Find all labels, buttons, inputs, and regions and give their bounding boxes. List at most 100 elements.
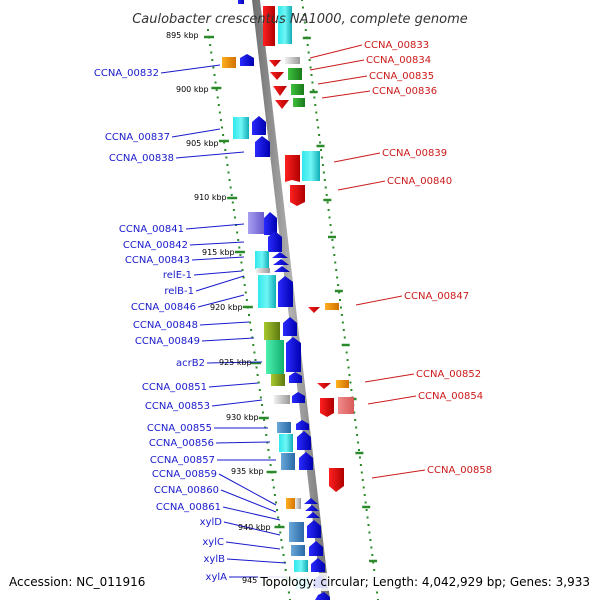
- gene-arrow[interactable]: [285, 155, 300, 182]
- gene-arrow[interactable]: [290, 185, 305, 206]
- gene-label-xylA[interactable]: xylA: [206, 572, 228, 583]
- gene-arrow[interactable]: [299, 452, 313, 470]
- gene-label-xylB[interactable]: xylB: [204, 554, 226, 565]
- gene-arrow[interactable]: [306, 512, 320, 518]
- gene-label-CCNA_00856[interactable]: CCNA_00856: [149, 438, 214, 449]
- gene-block[interactable]: [277, 422, 291, 433]
- gene-block[interactable]: [338, 397, 354, 414]
- gene-label-CCNA_00836[interactable]: CCNA_00836: [372, 86, 437, 97]
- gene-block[interactable]: [278, 6, 292, 44]
- gene-label-CCNA_00858[interactable]: CCNA_00858: [427, 465, 492, 476]
- gene-arrow[interactable]: [283, 317, 297, 336]
- kbp-label: 920 kbp: [210, 303, 243, 312]
- gene-block[interactable]: [255, 251, 269, 269]
- gene-arrow[interactable]: [238, 0, 244, 4]
- gene-label-CCNA_00840[interactable]: CCNA_00840: [387, 176, 452, 187]
- gene-block[interactable]: [281, 453, 295, 470]
- gene-label-CCNA_00849[interactable]: CCNA_00849: [135, 336, 200, 347]
- gene-label-CCNA_00833[interactable]: CCNA_00833: [364, 40, 429, 51]
- gene-arrow[interactable]: [278, 276, 293, 307]
- gene-arrow[interactable]: [286, 337, 301, 372]
- gene-block[interactable]: [291, 545, 305, 556]
- gene-arrow[interactable]: [315, 592, 330, 600]
- gene-label-relE-1[interactable]: relE-1: [163, 270, 192, 281]
- gene-block[interactable]: [263, 6, 275, 46]
- gene-arrow[interactable]: [255, 136, 270, 157]
- gene-arrow[interactable]: [292, 392, 305, 403]
- gene-block[interactable]: [248, 212, 264, 234]
- gene-label-CCNA_00848[interactable]: CCNA_00848: [133, 320, 198, 331]
- track-dot: [217, 104, 220, 106]
- gene-block[interactable]: [266, 340, 284, 374]
- gene-arrow[interactable]: [309, 541, 323, 556]
- gene-block[interactable]: [294, 560, 308, 572]
- gene-arrow[interactable]: [320, 398, 334, 417]
- gene-arrow[interactable]: [296, 420, 309, 430]
- gene-arrow[interactable]: [297, 431, 311, 450]
- gene-arrow[interactable]: [272, 252, 288, 258]
- gene-label-CCNA_00847[interactable]: CCNA_00847: [404, 291, 469, 302]
- gene-label-CCNA_00842[interactable]: CCNA_00842: [123, 240, 188, 251]
- gene-arrow[interactable]: [305, 505, 319, 511]
- gene-block[interactable]: [264, 322, 280, 340]
- gene-arrow[interactable]: [317, 383, 331, 389]
- gene-arrow[interactable]: [289, 372, 302, 383]
- gene-label-CCNA_00835[interactable]: CCNA_00835: [369, 71, 434, 82]
- gene-label-CCNA_00838[interactable]: CCNA_00838: [109, 153, 174, 164]
- gene-block[interactable]: [222, 57, 236, 68]
- gene-label-CCNA_00860[interactable]: CCNA_00860: [154, 485, 219, 496]
- gene-arrow[interactable]: [273, 259, 289, 265]
- gene-arrow[interactable]: [264, 212, 277, 235]
- gene-label-CCNA_00843[interactable]: CCNA_00843: [125, 255, 190, 266]
- gene-arrow[interactable]: [268, 231, 282, 252]
- gene-arrow[interactable]: [240, 54, 254, 66]
- gene-label-CCNA_00832[interactable]: CCNA_00832: [94, 68, 159, 79]
- gene-label-CCNA_00855[interactable]: CCNA_00855: [147, 423, 212, 434]
- gene-block[interactable]: [336, 380, 349, 388]
- gene-arrow[interactable]: [269, 60, 281, 67]
- gene-label-CCNA_00852[interactable]: CCNA_00852: [416, 369, 481, 380]
- gene-label-CCNA_00839[interactable]: CCNA_00839: [382, 148, 447, 159]
- gene-label-CCNA_00859[interactable]: CCNA_00859: [152, 469, 217, 480]
- gene-arrow[interactable]: [270, 72, 284, 80]
- gene-arrow[interactable]: [252, 116, 266, 135]
- gene-block[interactable]: [295, 498, 301, 509]
- gene-block[interactable]: [233, 117, 249, 139]
- gene-block[interactable]: [285, 57, 300, 64]
- gene-label-CCNA_00857[interactable]: CCNA_00857: [150, 455, 215, 466]
- gene-arrow[interactable]: [329, 468, 344, 492]
- gene-block[interactable]: [256, 268, 270, 273]
- gene-block[interactable]: [325, 303, 339, 310]
- gene-arrow[interactable]: [304, 498, 318, 504]
- gene-label-CCNA_00854[interactable]: CCNA_00854: [418, 391, 483, 402]
- gene-label-xylD[interactable]: xylD: [200, 517, 223, 528]
- gene-block[interactable]: [279, 434, 293, 452]
- gene-block[interactable]: [258, 275, 276, 308]
- gene-label-xylC[interactable]: xylC: [202, 537, 224, 548]
- gene-block[interactable]: [286, 498, 296, 509]
- gene-block[interactable]: [274, 395, 290, 404]
- gene-label-CCNA_00837[interactable]: CCNA_00837: [105, 132, 170, 143]
- gene-label-CCNA_00834[interactable]: CCNA_00834: [366, 55, 431, 66]
- gene-label-CCNA_00853[interactable]: CCNA_00853: [145, 401, 210, 412]
- gene-label-CCNA_00851[interactable]: CCNA_00851: [142, 382, 207, 393]
- gene-arrow[interactable]: [275, 100, 289, 109]
- gene-block[interactable]: [288, 68, 302, 80]
- gene-arrow[interactable]: [311, 558, 325, 572]
- gene-arrow[interactable]: [308, 307, 320, 313]
- gene-label-CCNA_00861[interactable]: CCNA_00861: [156, 502, 221, 513]
- gene-label-CCNA_00841[interactable]: CCNA_00841: [119, 224, 184, 235]
- gene-label-relB-1[interactable]: relB-1: [164, 286, 194, 297]
- gene-block[interactable]: [271, 374, 285, 386]
- leader-line: [309, 44, 363, 59]
- gene-arrow[interactable]: [273, 86, 287, 96]
- gene-block[interactable]: [293, 98, 305, 107]
- gene-block[interactable]: [289, 522, 304, 542]
- gene-arrow[interactable]: [307, 520, 321, 538]
- gene-label-CCNA_00846[interactable]: CCNA_00846: [131, 302, 196, 313]
- gene-block[interactable]: [291, 84, 304, 95]
- gene-arrow[interactable]: [274, 266, 290, 272]
- gene-block[interactable]: [302, 151, 320, 181]
- gene-label-acrB2[interactable]: acrB2: [176, 358, 205, 369]
- track-dot: [274, 501, 277, 504]
